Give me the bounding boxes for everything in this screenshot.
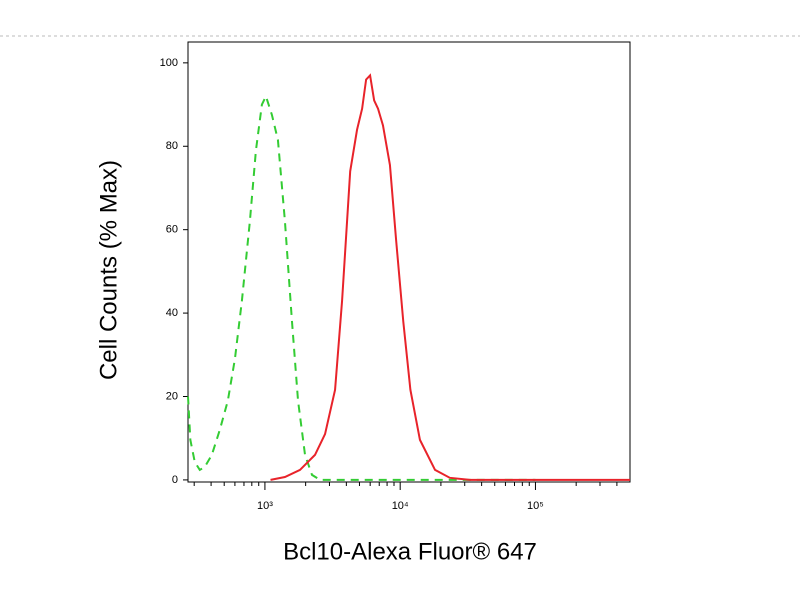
plot-frame bbox=[187, 41, 631, 483]
y-tick-label: 40 bbox=[166, 307, 178, 319]
y-axis-label: Cell Counts (% Max) bbox=[95, 160, 122, 380]
y-tick-label: 80 bbox=[166, 140, 178, 152]
y-tick-label: 100 bbox=[160, 57, 178, 69]
series-line bbox=[187, 93, 536, 481]
x-tick-label: 10⁴ bbox=[392, 500, 409, 512]
y-tick-label: 60 bbox=[166, 224, 178, 236]
x-axis-label: Bcl10-Alexa Fluor® 647 bbox=[283, 538, 537, 565]
y-tick-label: 0 bbox=[172, 474, 178, 486]
x-tick-label: 10⁵ bbox=[527, 500, 544, 512]
x-tick-label: 10³ bbox=[257, 500, 273, 512]
series-line bbox=[270, 73, 630, 481]
y-tick-label: 20 bbox=[166, 390, 178, 402]
